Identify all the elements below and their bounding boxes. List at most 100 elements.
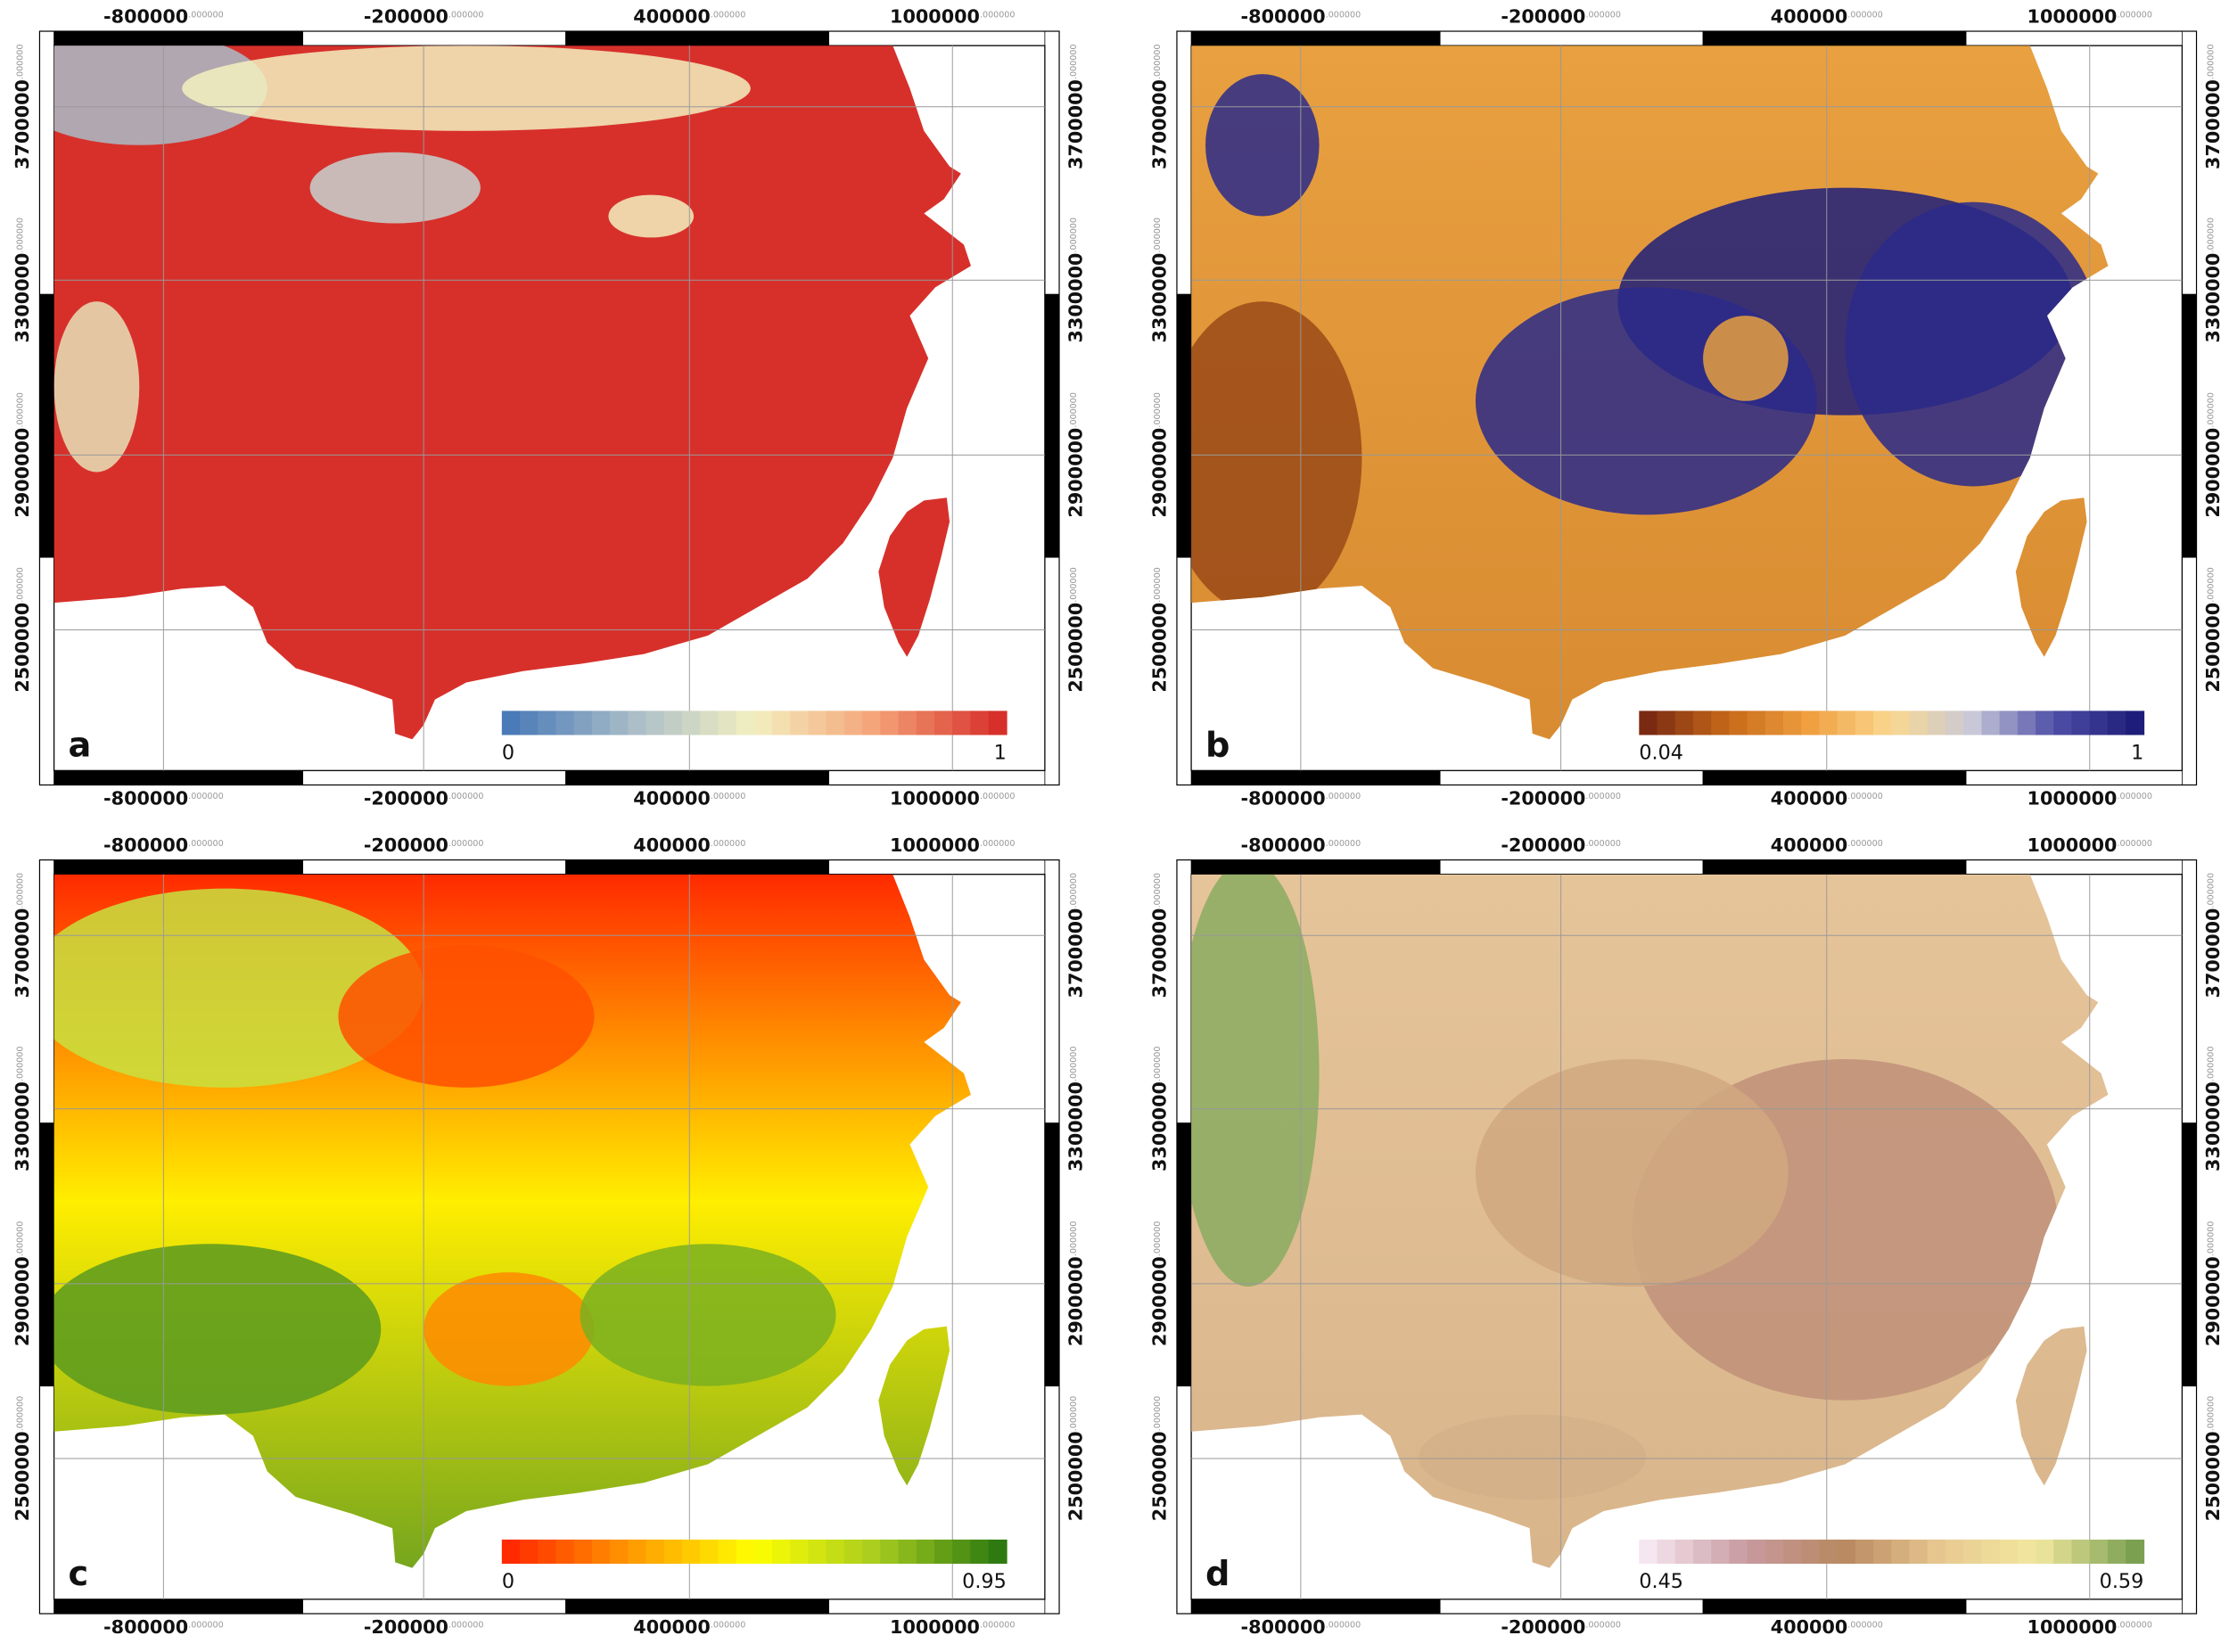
legend-swatch — [1747, 1539, 1766, 1564]
tick-decimals: .000000 — [16, 567, 26, 602]
legend-swatch — [2053, 1539, 2073, 1564]
legend-swatch — [1999, 1539, 2019, 1564]
x-tick-label: -800000.000000 — [1241, 834, 1361, 856]
scale-strip — [1439, 859, 1704, 875]
tick-value: -200000 — [1501, 1616, 1585, 1638]
y-tick-label: 3700000.000000 — [1148, 45, 1170, 169]
y-tick-label: 2900000.000000 — [1148, 392, 1170, 517]
scale-strip — [1176, 1599, 1441, 1615]
tick-decimals: .000000 — [980, 10, 1015, 20]
legend-swatch — [538, 711, 557, 736]
legend-swatch — [1963, 711, 1983, 736]
x-tick-label: 1000000.000000 — [890, 788, 1015, 810]
y-tick-label: 3700000.000000 — [2202, 45, 2224, 169]
y-tick-label: 2500000.000000 — [2202, 1396, 2224, 1521]
tick-value: 3700000 — [12, 79, 33, 169]
tick-decimals: .000000 — [16, 392, 26, 427]
legend-swatch — [538, 1539, 557, 1564]
tick-decimals: .000000 — [16, 218, 26, 252]
tick-decimals: .000000 — [980, 839, 1015, 849]
scale-strip — [39, 1599, 304, 1615]
scale-strip — [1176, 556, 1192, 785]
land-pattern — [53, 888, 424, 1088]
scale-strip — [39, 293, 54, 558]
legend-swatch — [736, 1539, 755, 1564]
y-tick-label: 2900000.000000 — [2202, 392, 2224, 517]
tick-value: 1000000 — [890, 6, 980, 28]
legend-swatch — [880, 711, 900, 736]
tick-decimals: .000000 — [2206, 1221, 2216, 1256]
tick-value: 3300000 — [2202, 1081, 2224, 1171]
tick-value: 3700000 — [2202, 79, 2224, 169]
tick-value: 3700000 — [2202, 908, 2224, 999]
tick-value: 3300000 — [1148, 1081, 1170, 1171]
legend-swatch — [934, 1539, 953, 1564]
scale-strip — [1176, 859, 1192, 1124]
tick-decimals: .000000 — [1069, 45, 1079, 79]
legend-swatch — [2107, 711, 2126, 736]
legend-swatch — [663, 1539, 683, 1564]
scale-strip — [1044, 293, 1060, 558]
legend-swatch — [2017, 711, 2036, 736]
scale-strip — [1176, 769, 1441, 785]
legend-swatch — [1801, 1539, 1821, 1564]
legend-swatch — [1945, 711, 1964, 736]
x-tick-label: 400000.000000 — [1771, 1616, 1883, 1638]
scale-strip — [1702, 859, 1967, 875]
legend-swatch — [970, 1539, 990, 1564]
y-tick-label: 2500000.000000 — [1065, 1396, 1086, 1521]
map-panel: -800000.000000-800000.000000-200000.0000… — [1148, 834, 2223, 1638]
y-tick-label: 2500000.000000 — [2202, 567, 2224, 692]
land-pattern — [1703, 316, 1789, 401]
x-tick-label: -800000.000000 — [103, 788, 224, 810]
tick-decimals: .000000 — [1069, 1221, 1079, 1256]
tick-decimals: .000000 — [1069, 218, 1079, 252]
legend-swatch — [1747, 711, 1766, 736]
land-pattern — [53, 301, 140, 473]
legend-max: 1 — [2131, 742, 2143, 765]
legend-swatch — [718, 711, 737, 736]
legend-swatch — [1873, 1539, 1893, 1564]
legend-swatch — [1837, 1539, 1856, 1564]
land-pattern — [309, 152, 481, 224]
tick-value: 2900000 — [2202, 1256, 2224, 1346]
legend-swatch — [898, 711, 917, 736]
y-tick-label: 2500000.000000 — [1148, 567, 1170, 692]
land-pattern — [1191, 301, 1362, 614]
x-tick-label: 400000.000000 — [633, 788, 745, 810]
land-pattern — [1191, 874, 1320, 1287]
legend-swatch — [573, 711, 593, 736]
legend-swatch — [1909, 711, 1929, 736]
y-tick-label: 3300000.000000 — [1148, 1047, 1170, 1171]
x-tick-label: -200000.000000 — [364, 788, 484, 810]
tick-value: -200000 — [1501, 788, 1585, 810]
panel-letter: c — [69, 1554, 89, 1594]
legend-swatch — [736, 711, 755, 736]
legend-swatch — [988, 711, 1008, 736]
tick-value: 2500000 — [1148, 603, 1170, 693]
tick-value: 2900000 — [12, 428, 33, 518]
tick-decimals: .000000 — [1585, 792, 1620, 801]
scale-strip — [1044, 556, 1060, 785]
legend-swatch — [1999, 711, 2019, 736]
x-tick-label: 400000.000000 — [633, 1616, 745, 1638]
legend-swatch — [1729, 711, 1748, 736]
legend-max: 1 — [994, 742, 1007, 765]
scale-strip — [828, 1599, 1060, 1615]
tick-decimals: .000000 — [711, 839, 745, 849]
land-pattern — [182, 45, 751, 131]
tick-decimals: .000000 — [448, 1621, 483, 1631]
legend-swatch — [1692, 1539, 1712, 1564]
x-tick-label: -200000.000000 — [1501, 6, 1621, 28]
tick-value: 1000000 — [2027, 834, 2118, 856]
tick-value: 2900000 — [2202, 428, 2224, 518]
tick-value: 3300000 — [12, 253, 33, 343]
legend-swatch — [790, 1539, 810, 1564]
tick-value: -800000 — [1241, 834, 1326, 856]
scale-strip — [2181, 859, 2197, 1124]
tick-decimals: .000000 — [16, 45, 26, 79]
legend-swatch — [1711, 711, 1731, 736]
tick-decimals: .000000 — [1069, 1396, 1079, 1431]
legend-swatch — [1819, 711, 1838, 736]
tick-decimals: .000000 — [16, 873, 26, 908]
